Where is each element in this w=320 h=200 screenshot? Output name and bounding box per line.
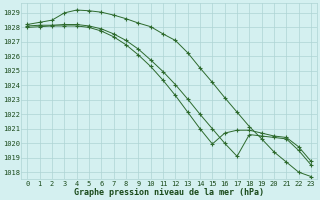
X-axis label: Graphe pression niveau de la mer (hPa): Graphe pression niveau de la mer (hPa) bbox=[74, 188, 264, 197]
